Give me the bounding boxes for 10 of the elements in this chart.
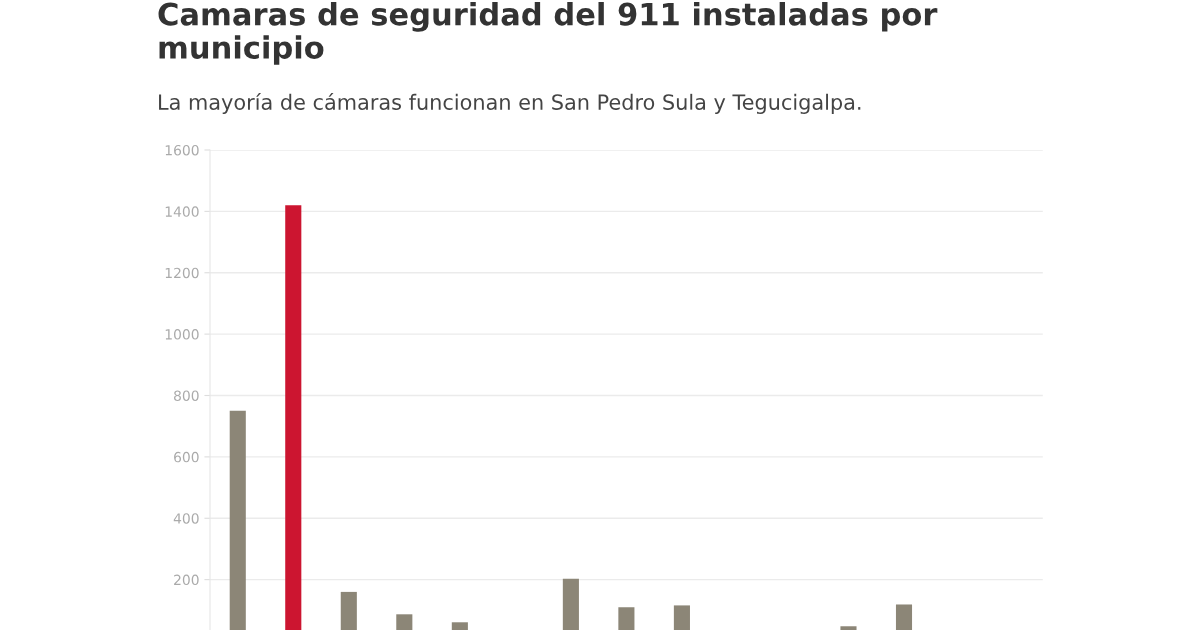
y-tick-label: 200: [174, 574, 199, 586]
y-tick-label: 400: [173, 513, 199, 524]
y-tick-label: 800: [174, 390, 199, 401]
y-tick-label: 600: [174, 451, 199, 463]
y-tick-label: 1600: [165, 144, 199, 156]
y-tick-label: 1200: [165, 267, 199, 279]
chart-subtitle: La mayoría de cámaras funcionan en San Pedro Sula y Tegucigalpa.: [159, 93, 861, 114]
y-tick-label: 1400: [165, 206, 199, 217]
chart-title: Camaras de seguridad del 911 instaladas por municipio: [158, 2, 938, 65]
y-tick-label: 1000: [165, 329, 199, 340]
